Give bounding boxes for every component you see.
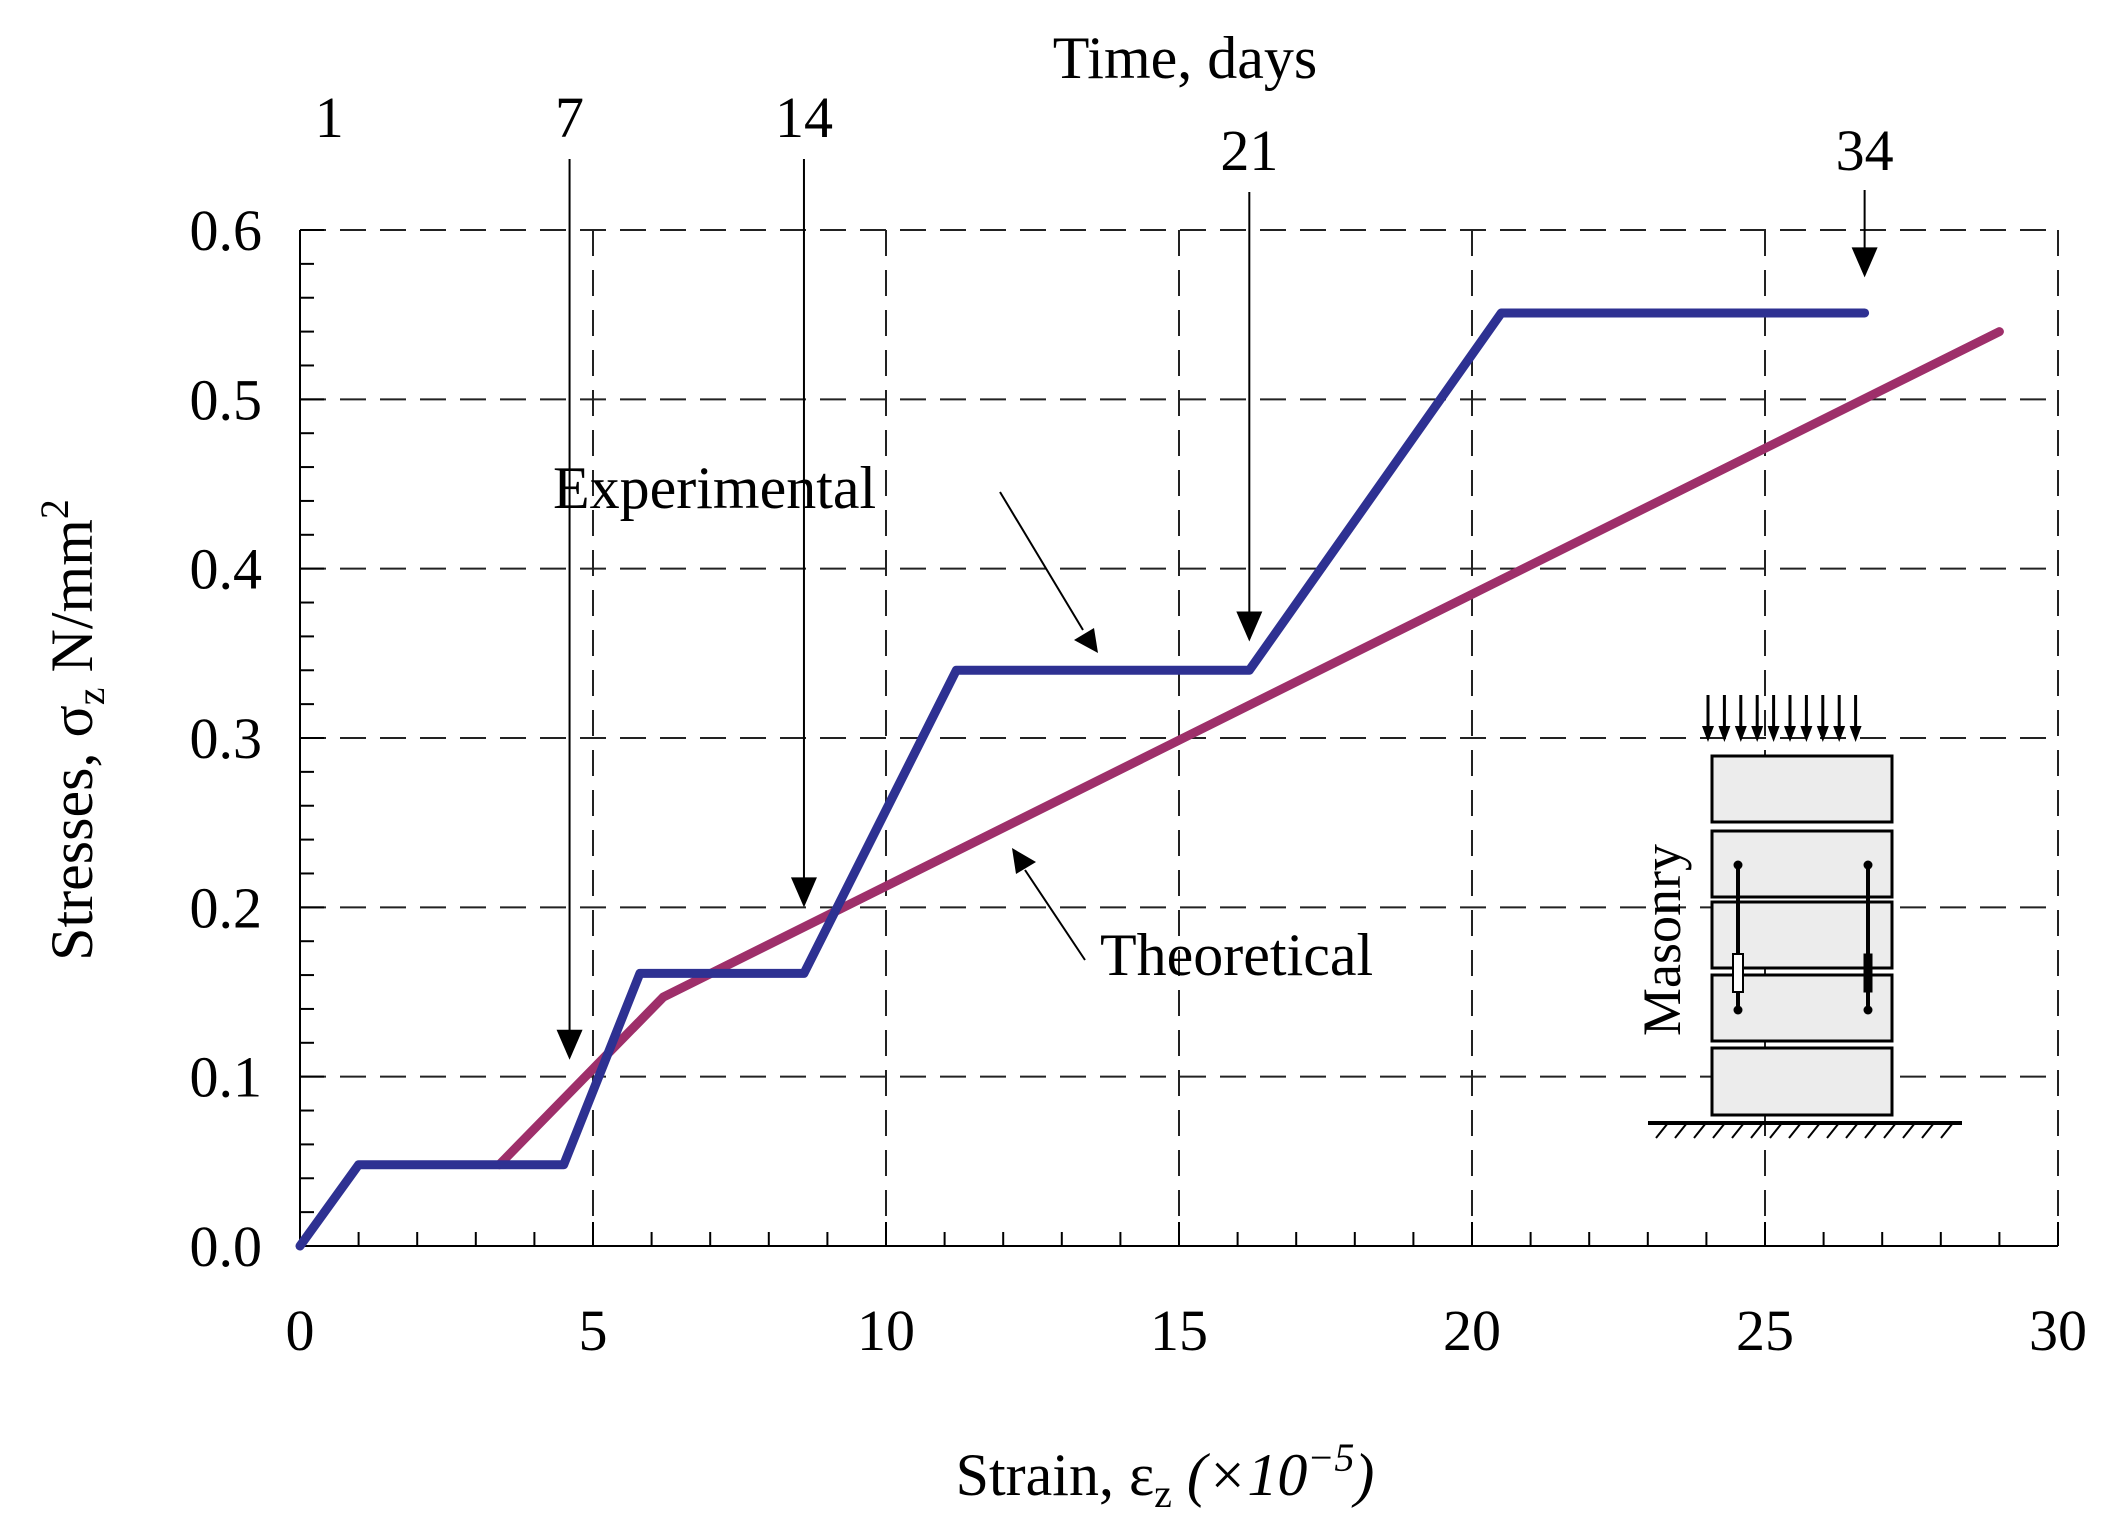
y-tick-label-0: 0.0 [190, 1214, 263, 1279]
x-axis-title-scale: (×10 [1172, 1442, 1307, 1508]
x-axis-title: Strain, εz (×10−5) [956, 1435, 1375, 1516]
x-tick-labels: 0 5 10 15 20 25 30 [286, 1298, 2088, 1363]
annotation-experimental-leader [999, 491, 1084, 631]
load-arrow-head-5 [1784, 726, 1796, 742]
load-arrow-head-8 [1833, 726, 1846, 742]
x-axis-title-symbol: ε [1129, 1442, 1154, 1508]
masonry-inset: Masonry [1632, 695, 1962, 1139]
annotations: Experimental Theoretical [553, 455, 1373, 988]
load-arrow-head-1 [1718, 726, 1731, 742]
ground-hatch-0 [1655, 1122, 1669, 1139]
day-markers: 1 7 14 21 34 [315, 85, 1894, 1060]
annotation-experimental: Experimental [553, 455, 876, 521]
y-tick-label-1: 0.1 [190, 1045, 263, 1110]
load-arrow-head-2 [1734, 726, 1747, 742]
ground-hatch-4 [1731, 1122, 1745, 1139]
y-tick-label-6: 0.6 [190, 198, 263, 263]
brick-0 [1710, 754, 1894, 824]
load-arrow-head-0 [1702, 726, 1714, 742]
ground-hatch-13 [1902, 1122, 1916, 1139]
y-axis-title-subscript: z [68, 687, 113, 705]
x-tick-label-2: 10 [857, 1298, 915, 1363]
load-arrow-head-3 [1751, 726, 1764, 742]
y-axis-title: Stresses, σz N/mm2 [32, 499, 113, 961]
x-tick-label-0: 0 [286, 1298, 315, 1363]
ground-hatch-12 [1883, 1122, 1897, 1139]
day-label-34: 34 [1836, 118, 1894, 183]
series-line-experimental [295, 308, 1870, 1251]
y-tick-label-2: 0.2 [190, 875, 263, 940]
load-arrow-head-9 [1849, 726, 1862, 742]
y-tick-label-3: 0.3 [190, 706, 263, 771]
day-arrow-head-7 [556, 1029, 583, 1060]
series-line-theoretical [494, 327, 2004, 1170]
x-tick-label-3: 15 [1150, 1298, 1208, 1363]
ground-hatch-9 [1826, 1122, 1840, 1139]
ground-hatch-1 [1674, 1122, 1688, 1139]
annotation-experimental-arrowhead [1074, 628, 1098, 653]
ground-hatch-5 [1750, 1122, 1764, 1139]
day-label-21: 21 [1220, 118, 1278, 183]
brick-4 [1710, 1046, 1894, 1117]
annotation-theoretical: Theoretical [1100, 922, 1373, 988]
gauge-pin-bottom-0 [1733, 1005, 1743, 1015]
gauge-pin-top-1 [1863, 860, 1873, 870]
y-tick-labels: 0.0 0.1 0.2 0.3 0.4 0.5 0.6 [190, 198, 263, 1279]
y-axis-title-unit: N/mm [39, 519, 105, 687]
annotation-theoretical-leader [1024, 869, 1086, 961]
y-axis-title-symbol: σ [39, 705, 105, 737]
load-arrow-head-6 [1800, 726, 1813, 742]
ground-hatch-6 [1769, 1122, 1783, 1139]
day-arrow-head-34 [1851, 247, 1878, 278]
load-arrow-head-7 [1816, 726, 1829, 742]
day-label-7: 7 [555, 85, 584, 150]
gauge-pin-top-0 [1733, 860, 1743, 870]
axis-ticks [299, 229, 2059, 1247]
inset-label-masonry: Masonry [1632, 844, 1692, 1036]
load-arrow-head-4 [1767, 726, 1780, 742]
x-tick-label-4: 20 [1443, 1298, 1501, 1363]
y-axis-title-prefix: Stresses, [39, 738, 105, 961]
x-tick-label-6: 30 [2029, 1298, 2087, 1363]
top-axis-title: Time, days [1053, 25, 1318, 91]
ground-hatch-3 [1712, 1122, 1726, 1139]
ground-hatch-10 [1845, 1122, 1859, 1139]
day-label-14: 14 [775, 85, 833, 150]
gauge-pin-bottom-1 [1863, 1005, 1873, 1015]
x-axis-title-prefix: Strain, [956, 1442, 1129, 1508]
data-series [295, 308, 2004, 1251]
day-arrow-head-14 [790, 877, 817, 908]
day-arrow-head-21 [1236, 611, 1263, 642]
ground-hatch-14 [1921, 1122, 1935, 1139]
ground-hatch-8 [1807, 1122, 1821, 1139]
x-tick-label-5: 25 [1736, 1298, 1794, 1363]
y-tick-label-4: 0.4 [190, 537, 263, 602]
gauge-body-0 [1732, 953, 1744, 993]
x-tick-label-1: 5 [579, 1298, 608, 1363]
ground-hatch-2 [1693, 1122, 1707, 1139]
day-label-1: 1 [315, 85, 344, 150]
ground-hatch-11 [1864, 1122, 1878, 1139]
y-axis-title-unit-exponent: 2 [32, 499, 77, 519]
annotation-theoretical-arrowhead [1012, 848, 1036, 874]
y-tick-label-5: 0.5 [190, 367, 263, 432]
ground-hatch-15 [1940, 1122, 1954, 1139]
gauge-body-1 [1863, 953, 1873, 993]
x-axis-title-scale-exponent: −5 [1307, 1435, 1354, 1480]
ground-hatch-7 [1788, 1122, 1802, 1139]
x-axis-title-subscript: z [1154, 1471, 1172, 1516]
x-axis-title-scale-close: ) [1351, 1442, 1374, 1508]
